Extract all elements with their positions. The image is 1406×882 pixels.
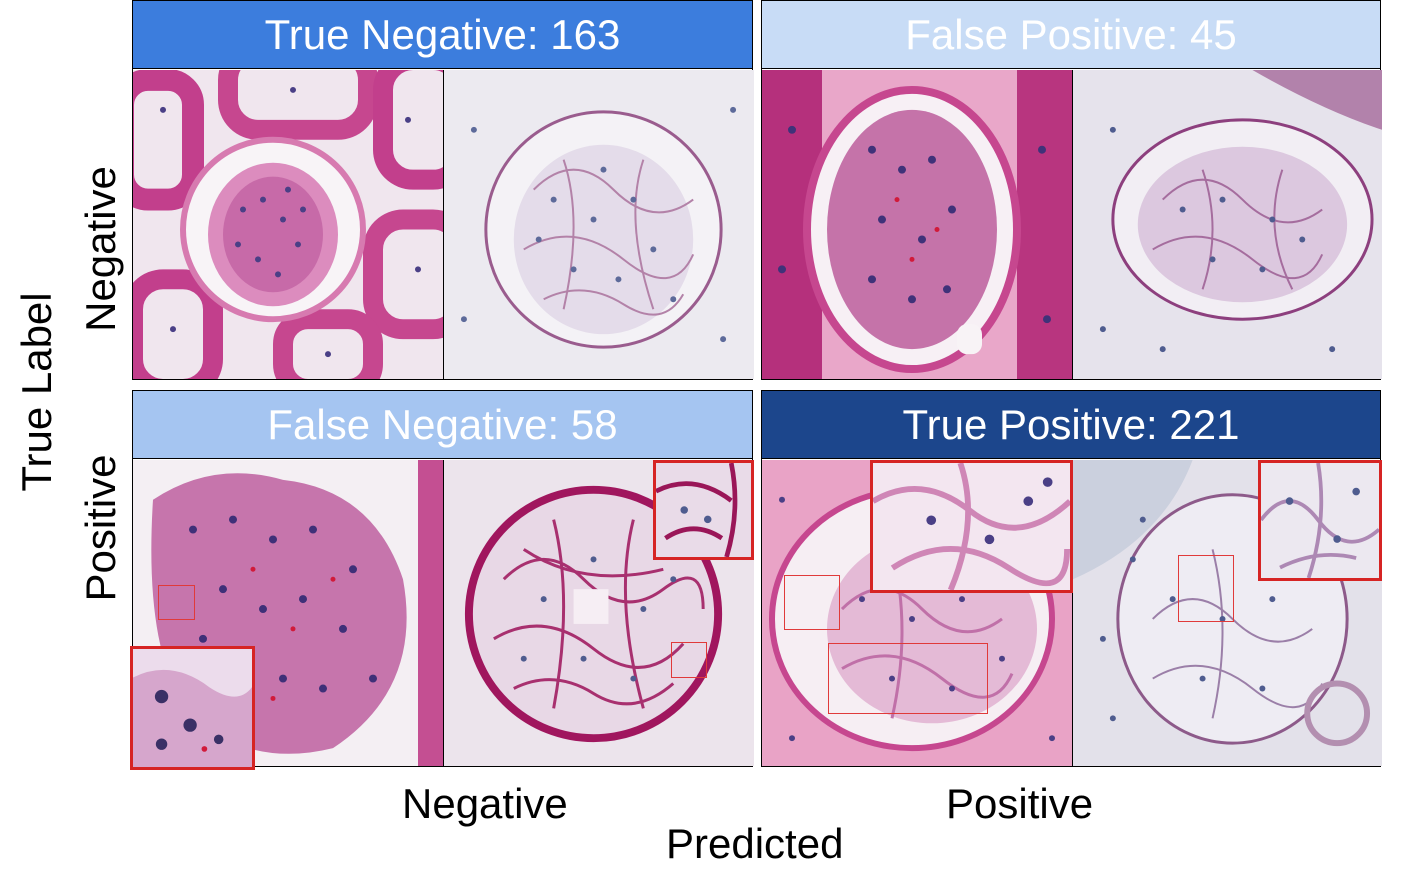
- quadrant-header-tp: True Positive: 221: [762, 391, 1380, 459]
- zoom-inset-fn-2: [653, 460, 754, 560]
- histology-image-fp-1: [762, 70, 1072, 379]
- quadrant-header-fp: False Positive: 45: [762, 1, 1380, 69]
- quadrant-true-negative: True Negative: 163: [132, 0, 754, 380]
- quadrant-false-positive: False Positive: 45: [761, 0, 1382, 380]
- quadrant-true-positive: True Positive: 221: [761, 390, 1382, 767]
- quadrant-false-negative: False Negative: 58: [130, 390, 754, 770]
- x-col-label-positive: Positive: [946, 780, 1094, 827]
- zoom-inset-tp-1: [870, 460, 1073, 593]
- histology-image-fn-2: [443, 460, 754, 766]
- histology-image-tn-2: [443, 70, 754, 379]
- zoom-inset-fn-1: [130, 646, 255, 770]
- highlight-box-tp-small-1: [784, 575, 840, 630]
- quadrant-header-fn: False Negative: 58: [133, 391, 752, 459]
- y-axis-title: True Label: [13, 292, 60, 492]
- highlight-box-fn-small-1: [158, 585, 195, 620]
- x-axis-title: Predicted: [666, 820, 844, 867]
- histology-image-tn-1: [133, 70, 443, 379]
- x-col-label-negative: Negative: [402, 780, 568, 827]
- quadrant-header-tn: True Negative: 163: [133, 1, 752, 69]
- highlight-box-tp-small-3: [1178, 555, 1234, 622]
- zoom-inset-tp-2: [1258, 460, 1382, 581]
- histology-image-fp-2: [1072, 70, 1382, 379]
- y-row-label-positive: Positive: [77, 454, 124, 602]
- highlight-box-tp-small-2: [828, 643, 988, 714]
- y-row-label-negative: Negative: [77, 166, 124, 332]
- highlight-box-fn-small-2: [671, 642, 707, 678]
